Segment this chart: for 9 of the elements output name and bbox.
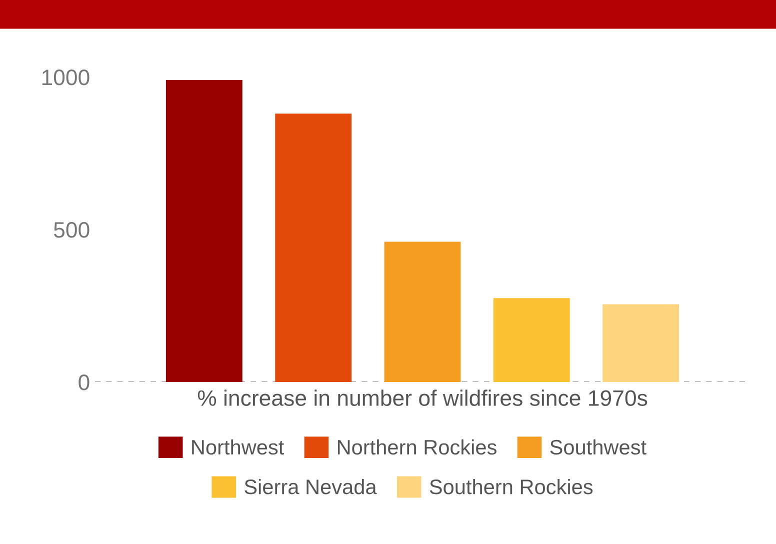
legend-label: Sierra Nevada xyxy=(244,478,377,494)
y-tick-label: 500 xyxy=(54,222,90,238)
y-tick-label: 0 xyxy=(78,374,90,390)
y-tick-label: 1000 xyxy=(42,70,90,86)
legend-label: Southern Rockies xyxy=(430,478,593,494)
legend-label: Northern Rockies xyxy=(338,439,496,455)
x-axis-title: % increase in number of wildfires since 1970s xyxy=(198,390,648,406)
legend-label: Southwest xyxy=(550,439,646,455)
legend-label: Northwest xyxy=(192,439,284,455)
